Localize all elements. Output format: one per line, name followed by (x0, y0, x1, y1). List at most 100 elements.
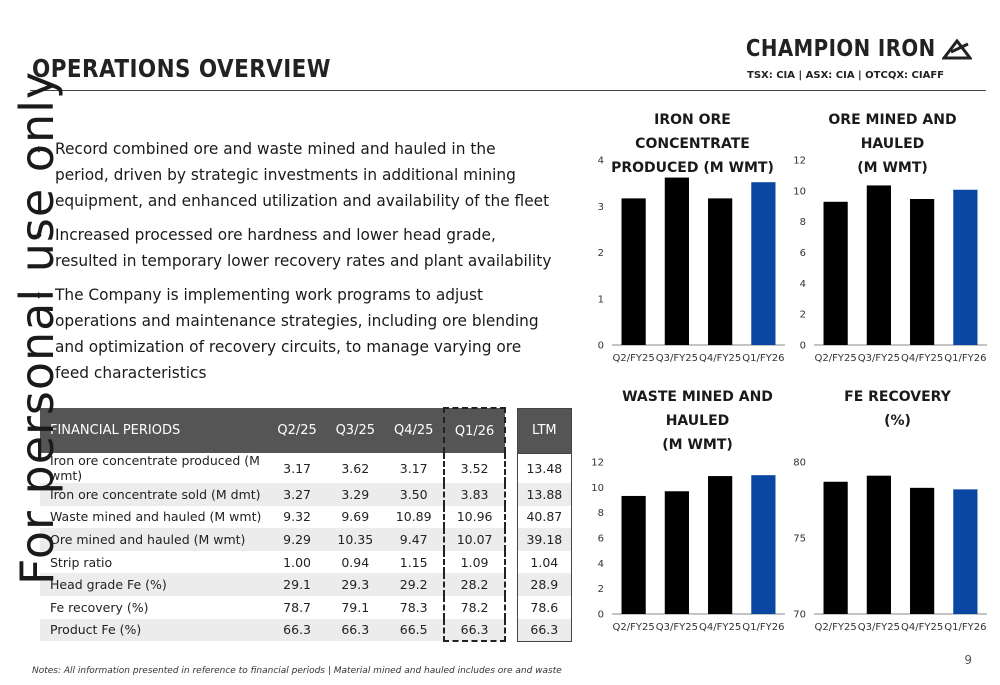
table-cell: 10.07 (443, 528, 507, 551)
table-cell: 66.5 (384, 618, 445, 642)
row-label: Product Fe (%) (40, 618, 268, 642)
highlight-item: → Increased processed ore hardness and lo… (30, 222, 553, 274)
x-tick-label: Q3/FY25 (656, 353, 698, 364)
table-cell: 13.48 (516, 453, 573, 483)
row-label: Head grade Fe (%) (40, 573, 268, 596)
x-tick-label: Q4/FY25 (699, 353, 741, 364)
row-label: Ore mined and hauled (M wmt) (40, 528, 268, 551)
bar (866, 185, 891, 345)
bar (823, 481, 848, 614)
y-tick-label: 2 (598, 584, 604, 595)
column-header: Q4/25 (384, 408, 445, 453)
y-tick-label: 12 (591, 458, 604, 469)
y-tick-label: 10 (793, 186, 806, 197)
table-cell: 10.96 (443, 505, 507, 529)
table-cell: 3.17 (399, 460, 428, 476)
highlight-text: Increased processed ore hardness and low… (54, 225, 552, 270)
table-cell: 66.3 (268, 618, 327, 642)
table-cell: 1.15 (399, 554, 428, 570)
table-cell: 29.1 (268, 573, 327, 596)
row-label: Waste mined and hauled (M wmt) (50, 509, 262, 525)
table-cell: 28.9 (516, 573, 573, 596)
table-cell: 3.27 (268, 483, 327, 506)
x-tick-label: Q2/FY25 (815, 622, 857, 633)
y-tick-label: 8 (800, 217, 806, 228)
table-cell: 29.3 (326, 573, 385, 596)
waste-mined-hauled-chart: 0 2 4 6 8 10 12 Q2/FY25 Q3/FY25 Q4/FY25 Q1/FY26 (591, 458, 785, 633)
y-tick-label: 75 (793, 534, 806, 545)
table-cell: 10.89 (395, 509, 432, 525)
table-cell: 3.29 (326, 483, 385, 506)
chart-title: ORE MINED AND HAULED (M WMT) (828, 112, 957, 176)
x-tick-label: Q3/FY25 (656, 622, 698, 633)
highlight-item: → The Company is implementing work progra… (30, 282, 553, 386)
table-cell: 3.50 (384, 483, 445, 506)
table-cell: 13.88 (516, 483, 573, 506)
x-tick-label: Q1/FY26 (944, 353, 986, 364)
highlight-text: The Company is implementing work program… (54, 285, 539, 382)
table-cell: 29.2 (384, 573, 445, 596)
footer-notes: Notes: All information presented in refe… (32, 666, 562, 676)
table-row: Waste mined and hauled (M wmt) 9.32 9.69 10… (40, 505, 573, 529)
column-header: Q1/26 (443, 407, 507, 453)
bar (708, 198, 733, 345)
x-tick-label: Q1/FY26 (944, 622, 986, 633)
table-cell: 78.3 (399, 599, 428, 615)
chart-title: IRON ORE CONCENTRATE PRODUCED (M WMT) (611, 112, 774, 176)
y-tick-label: 6 (800, 248, 806, 259)
company-logo: CHAMPION IRON (715, 36, 972, 62)
table-row: Iron ore concentrate sold (M dmt) 3.27 3.2… (40, 483, 573, 506)
y-tick-label: 3 (598, 202, 604, 213)
table-cell: 39.18 (516, 528, 573, 551)
column-header: Q2/25 (268, 408, 327, 453)
table-cell: 0.94 (341, 554, 370, 570)
y-tick-label: 2 (800, 310, 806, 321)
x-tick-label: Q3/FY25 (858, 622, 900, 633)
row-label: Iron ore concentrate sold (M dmt) (40, 483, 268, 506)
bar (866, 475, 891, 614)
table-cell: 9.69 (341, 509, 370, 525)
bar (751, 182, 776, 345)
x-tick-label: Q1/FY26 (742, 353, 784, 364)
table-cell: 9.47 (384, 528, 445, 551)
table-cell: 10.35 (326, 528, 385, 551)
bar (664, 491, 689, 614)
bar (664, 177, 689, 345)
column-header: Q3/25 (326, 408, 385, 453)
column-header: FINANCIAL PERIODS (40, 408, 268, 453)
table-cell: 78.6 (516, 595, 573, 619)
y-tick-label: 12 (793, 156, 806, 167)
watermark: For personal use only (10, 70, 64, 585)
bar (953, 189, 978, 345)
arrow-right-icon: → (30, 140, 43, 158)
table-cell: 1.04 (516, 550, 573, 574)
title-divider (30, 90, 986, 91)
y-tick-label: 80 (793, 458, 806, 469)
bar (621, 198, 646, 345)
table-row: Strip ratio 1.00 0.94 1.15 1.09 1.04 (40, 550, 573, 574)
y-tick-label: 0 (800, 341, 806, 352)
table-header-row: FINANCIAL PERIODS Q2/25 Q3/25 Q4/25 Q1/2… (40, 407, 573, 454)
chart-title: WASTE MINED AND HAULED (M WMT) (622, 389, 773, 453)
table-cell: 3.17 (283, 460, 312, 476)
table-cell: 78.7 (283, 599, 312, 615)
financial-periods-table: FINANCIAL PERIODS Q2/25 Q3/25 Q4/25 Q1/2… (40, 407, 573, 643)
table-cell: 1.00 (283, 554, 312, 570)
bar (708, 476, 733, 614)
fe-recovery-chart: 70 75 80 Q2/FY25 Q3/FY25 Q4/FY25 Q1/FY26 (793, 458, 987, 633)
table-cell: 28.2 (443, 573, 507, 596)
y-tick-label: 1 (598, 294, 604, 305)
x-tick-label: Q3/FY25 (858, 353, 900, 364)
column-header: LTM (516, 407, 573, 454)
highlight-text: Record combined ore and waste mined and … (54, 139, 550, 210)
bar (823, 201, 848, 345)
row-label: Iron ore concentrate produced (M wmt) (50, 453, 260, 483)
chart-title: FE RECOVERY (%) (844, 389, 951, 429)
y-tick-label: 6 (598, 534, 604, 545)
y-tick-label: 8 (598, 508, 604, 519)
ore-mined-hauled-chart: 0 2 4 6 8 10 12 Q2/FY25 Q3/FY25 Q4/FY25 Q1/FY26 (793, 156, 987, 364)
arrow-right-icon: → (30, 226, 43, 244)
table-row: Fe recovery (%) 78.7 79.1 78.3 78.2 78.6 (40, 595, 573, 619)
x-tick-label: Q4/FY25 (699, 622, 741, 633)
row-label: Fe recovery (%) (50, 599, 149, 615)
